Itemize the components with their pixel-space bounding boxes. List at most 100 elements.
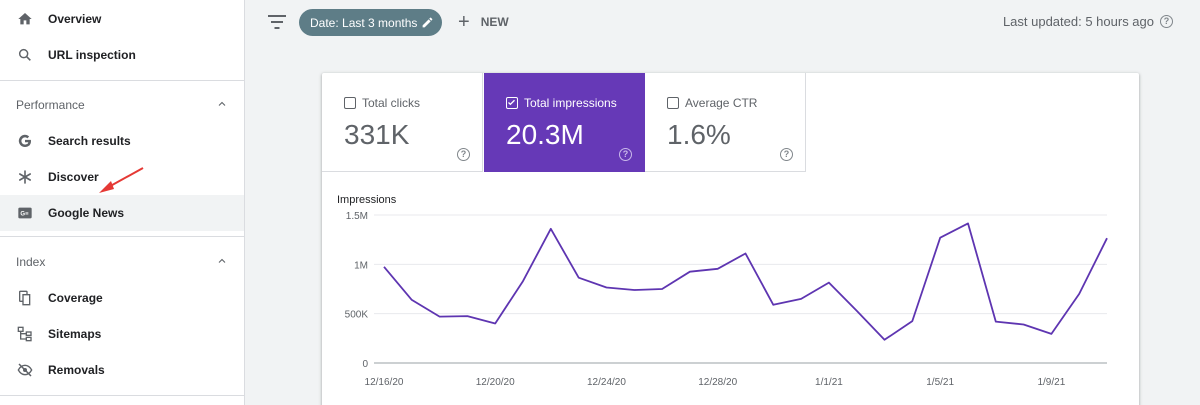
date-filter-label: Date: Last 3 months (310, 15, 418, 30)
metric-value: 331K (344, 119, 410, 150)
data-point[interactable] (603, 285, 609, 291)
y-tick-label: 0 (362, 359, 368, 370)
data-point[interactable] (659, 286, 665, 292)
sidebar-item-label: Coverage (48, 291, 103, 305)
data-point[interactable] (687, 269, 693, 275)
x-tick-label: 1/1/21 (815, 377, 843, 388)
sidebar-item-label: Discover (48, 170, 99, 184)
checkbox[interactable] (344, 97, 356, 109)
data-point[interactable] (631, 287, 637, 293)
sidebar-item-label: Overview (48, 12, 102, 26)
impressions-chart: Impressions 0 500K 1M 1.5M 12/16/20 12/20/20 1… (322, 172, 1139, 405)
metric-label: Average CTR (667, 96, 757, 110)
google-g-icon (17, 133, 33, 149)
coverage-icon (17, 290, 33, 306)
annotation-arrow-icon (99, 167, 144, 193)
help-icon[interactable]: ? (619, 148, 632, 161)
sidebar-item-url-inspection[interactable]: URL inspection (0, 37, 244, 73)
data-point[interactable] (909, 318, 915, 324)
sidebar-item-sitemaps[interactable]: Sitemaps (0, 316, 244, 352)
divider (0, 80, 244, 81)
data-point[interactable] (826, 280, 832, 286)
data-point[interactable] (937, 235, 943, 241)
sidebar-item-search-results[interactable]: Search results (0, 123, 244, 159)
help-icon[interactable]: ? (457, 148, 470, 161)
sidebar-item-overview[interactable]: Overview (0, 1, 244, 37)
metric-label-text: Average CTR (685, 96, 758, 110)
section-header-performance[interactable]: Performance (0, 87, 244, 123)
metric-value: 20.3M (506, 119, 584, 150)
sidebar-item-google-news[interactable]: G≡ Google News (0, 195, 244, 231)
y-tick-label: 1M (354, 260, 368, 271)
data-point[interactable] (715, 266, 721, 272)
metric-label: Total clicks (344, 96, 420, 110)
data-point[interactable] (965, 220, 971, 226)
checkbox[interactable] (667, 97, 679, 109)
svg-text:G≡: G≡ (20, 212, 29, 218)
section-title: Performance (16, 98, 85, 112)
metric-average-ctr[interactable]: Average CTR 1.6% ? (645, 73, 806, 172)
series-line-impressions[interactable] (383, 222, 1108, 341)
data-point[interactable] (1104, 235, 1110, 241)
data-point[interactable] (437, 314, 443, 320)
x-tick-label: 12/16/20 (365, 377, 404, 388)
data-point[interactable] (381, 264, 387, 270)
filter-icon[interactable] (267, 12, 287, 32)
sidebar-item-label: Search results (48, 134, 131, 148)
new-label: NEW (480, 15, 509, 29)
data-point[interactable] (882, 337, 888, 343)
section-header-index[interactable]: Index (0, 244, 244, 280)
data-point[interactable] (464, 313, 470, 319)
performance-card: Total clicks 331K ? Total impressions 20… (322, 73, 1139, 405)
last-updated: Last updated: 5 hours ago ? (1003, 14, 1173, 29)
chevron-up-icon[interactable] (216, 255, 228, 270)
checkbox-checked[interactable] (506, 97, 518, 109)
data-point[interactable] (576, 275, 582, 281)
x-tick-label: 12/20/20 (476, 377, 515, 388)
metric-total-impressions[interactable]: Total impressions 20.3M ? (484, 73, 645, 172)
sidebar-item-discover[interactable]: Discover (0, 159, 244, 195)
sitemap-icon (17, 326, 33, 342)
sidebar-item-coverage[interactable]: Coverage (0, 280, 244, 316)
x-tick-label: 1/9/21 (1037, 377, 1065, 388)
asterisk-icon (17, 169, 33, 185)
x-tick-label: 1/5/21 (926, 377, 954, 388)
help-icon[interactable]: ? (1160, 15, 1173, 28)
removals-icon (17, 362, 33, 378)
data-point[interactable] (520, 278, 526, 284)
data-point[interactable] (993, 319, 999, 325)
sidebar-item-label: Google News (48, 206, 125, 220)
x-tick-label: 12/24/20 (587, 377, 626, 388)
x-tick-label: 12/28/20 (698, 377, 737, 388)
last-updated-text: Last updated: 5 hours ago (1002, 14, 1154, 29)
divider (0, 236, 244, 237)
metric-label: Total impressions (506, 96, 617, 110)
new-filter-button[interactable]: + NEW (458, 12, 509, 32)
data-point[interactable] (409, 297, 415, 303)
data-point[interactable] (1076, 291, 1082, 297)
pencil-icon (421, 16, 434, 29)
chevron-up-icon[interactable] (216, 98, 228, 113)
data-point[interactable] (1021, 322, 1027, 328)
sidebar-item-label: Sitemaps (48, 327, 102, 341)
section-title: Index (16, 255, 46, 269)
data-point[interactable] (548, 226, 554, 232)
data-point[interactable] (492, 321, 498, 327)
google-news-icon: G≡ (17, 205, 33, 221)
sidebar-item-removals[interactable]: Removals (0, 352, 244, 388)
data-point[interactable] (1048, 331, 1054, 337)
metric-total-clicks[interactable]: Total clicks 331K ? (322, 73, 483, 172)
data-point[interactable] (854, 308, 860, 314)
data-point[interactable] (743, 250, 749, 256)
chart-svg: 0 500K 1M 1.5M 12/16/20 12/20/20 12/24/20 12/28… (345, 211, 1110, 388)
data-point[interactable] (798, 296, 804, 302)
sidebar-item-label: Removals (48, 363, 105, 377)
help-icon[interactable]: ? (780, 148, 793, 161)
y-tick-label: 500K (345, 310, 369, 321)
date-filter-chip[interactable]: Date: Last 3 months (299, 9, 442, 36)
chart-ylabel: Impressions (337, 194, 397, 206)
sidebar: Overview URL inspection Performance Sear… (0, 0, 245, 405)
data-point[interactable] (770, 302, 776, 308)
metric-label-text: Total clicks (362, 96, 421, 110)
plus-icon: + (458, 11, 470, 33)
